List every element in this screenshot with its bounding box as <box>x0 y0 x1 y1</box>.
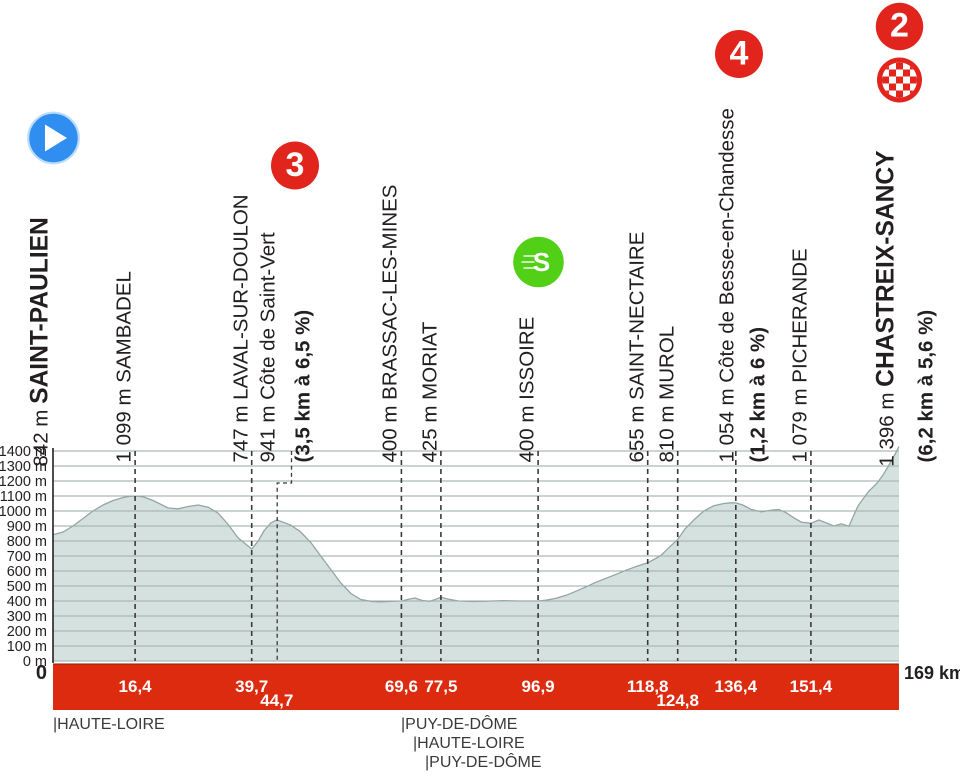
svg-text:124,8: 124,8 <box>656 691 699 710</box>
svg-text:|PUY-DE-DÔME: |PUY-DE-DÔME <box>401 714 517 733</box>
svg-text:700 m: 700 m <box>7 549 47 565</box>
svg-text:400 m: 400 m <box>7 594 47 610</box>
svg-text:300 m: 300 m <box>7 609 47 625</box>
svg-text:1200 m: 1200 m <box>0 474 47 490</box>
svg-text:151,4: 151,4 <box>790 677 833 696</box>
svg-text:900 m: 900 m <box>7 519 47 535</box>
svg-text:|HAUTE-LOIRE: |HAUTE-LOIRE <box>413 735 525 752</box>
svg-text:77,5: 77,5 <box>424 677 457 696</box>
svg-text:69,6: 69,6 <box>385 677 418 696</box>
svg-text:100 m: 100 m <box>7 639 47 655</box>
svg-text:1100 m: 1100 m <box>0 489 47 505</box>
svg-text:4: 4 <box>730 35 749 73</box>
svg-text:0: 0 <box>36 662 47 684</box>
svg-text:S: S <box>533 247 550 277</box>
svg-text:2: 2 <box>890 7 909 45</box>
svg-text:600 m: 600 m <box>7 564 47 580</box>
svg-text:|PUY-DE-DÔME: |PUY-DE-DÔME <box>425 752 541 771</box>
svg-text:96,9: 96,9 <box>522 677 555 696</box>
svg-text:44,7: 44,7 <box>260 691 293 710</box>
svg-text:16,4: 16,4 <box>119 677 153 696</box>
svg-text:800 m: 800 m <box>7 534 47 550</box>
svg-text:136,4: 136,4 <box>715 677 758 696</box>
svg-text:1000 m: 1000 m <box>0 504 47 520</box>
svg-text:3: 3 <box>286 146 305 184</box>
svg-text:500 m: 500 m <box>7 579 47 595</box>
svg-text:200 m: 200 m <box>7 624 47 640</box>
svg-text:|HAUTE-LOIRE: |HAUTE-LOIRE <box>53 716 165 733</box>
svg-text:169 km: 169 km <box>904 663 960 683</box>
